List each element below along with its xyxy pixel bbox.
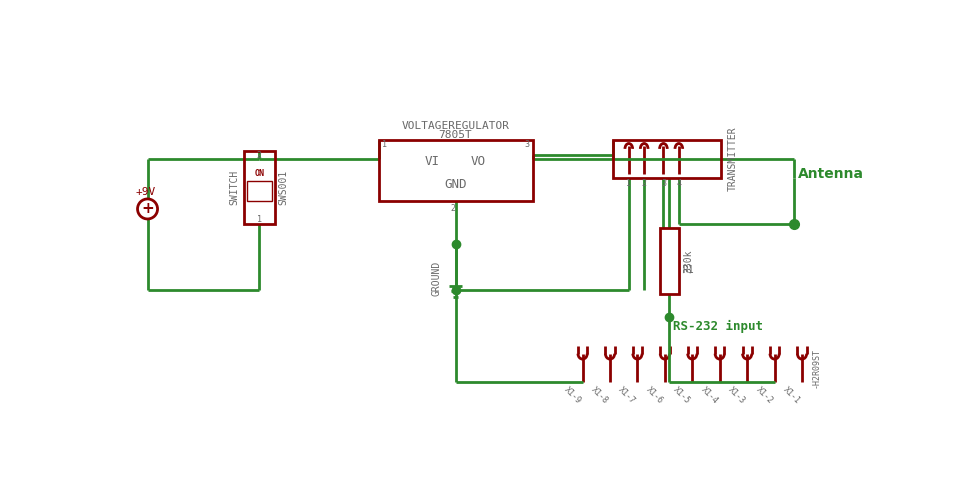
Text: 330k: 330k: [684, 249, 694, 272]
Text: X1-5: X1-5: [671, 385, 692, 406]
Bar: [244, 151, 274, 224]
Text: VI: VI: [425, 155, 440, 168]
Text: 7805T: 7805T: [438, 130, 472, 140]
Text: SWITCH: SWITCH: [229, 170, 239, 205]
Text: X1-9: X1-9: [562, 385, 583, 406]
Text: RS-232 input: RS-232 input: [672, 319, 762, 333]
Text: GROUND: GROUND: [431, 261, 441, 296]
Bar: [660, 228, 679, 294]
Text: 1: 1: [257, 215, 262, 224]
Bar: [613, 140, 721, 178]
Text: X1-8: X1-8: [590, 385, 610, 406]
Text: X1-3: X1-3: [727, 385, 748, 406]
Text: 1: 1: [627, 179, 631, 188]
Text: 3: 3: [661, 179, 666, 188]
Text: R1: R1: [682, 265, 694, 275]
Text: ON: ON: [254, 169, 264, 178]
Text: GND: GND: [444, 177, 467, 191]
Bar: [379, 140, 533, 201]
Text: X1-4: X1-4: [699, 385, 719, 406]
Text: 2: 2: [257, 151, 262, 160]
Text: 1: 1: [382, 140, 386, 149]
Text: X1-6: X1-6: [644, 385, 665, 406]
Text: SWS001: SWS001: [279, 170, 289, 205]
Text: +: +: [142, 201, 154, 217]
Text: VOLTAGEREGULATOR: VOLTAGEREGULATOR: [401, 121, 509, 131]
Text: +9V: +9V: [136, 187, 156, 197]
Text: Antenna: Antenna: [798, 167, 864, 181]
Text: 2: 2: [641, 179, 647, 188]
Text: 4: 4: [676, 179, 681, 188]
Text: X1-1: X1-1: [782, 385, 802, 406]
Text: X1-7: X1-7: [617, 385, 637, 406]
Text: VO: VO: [471, 155, 486, 168]
Text: TRANSMITTER: TRANSMITTER: [728, 126, 738, 191]
Text: -H2R09ST: -H2R09ST: [811, 348, 821, 388]
Bar: [247, 181, 271, 201]
Text: X1-2: X1-2: [754, 385, 775, 406]
Text: 3: 3: [524, 140, 529, 149]
Text: 2: 2: [450, 204, 455, 213]
